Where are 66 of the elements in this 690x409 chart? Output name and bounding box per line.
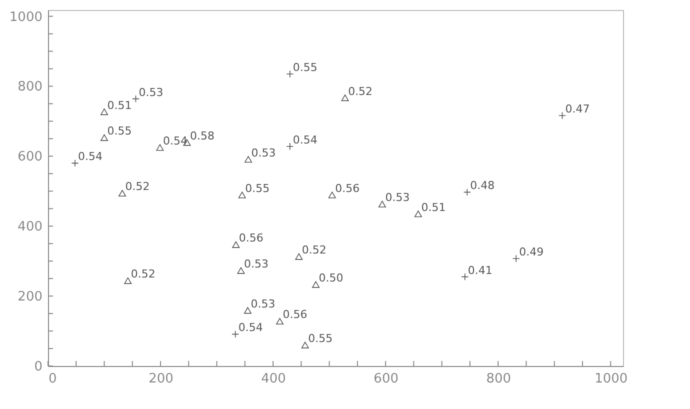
- x-tick-label: 800: [486, 372, 512, 386]
- annotation: 0.41: [468, 264, 492, 277]
- y-tick-label: 400: [18, 220, 42, 235]
- point: [512, 254, 520, 262]
- point: [341, 94, 349, 102]
- point: [276, 318, 284, 325]
- point: [378, 200, 386, 208]
- annotation: 0.55: [292, 60, 318, 74]
- annotation: 0.52: [130, 268, 156, 281]
- point: [124, 277, 132, 284]
- annotation: 0.50: [318, 272, 344, 285]
- annotation: 0.53: [244, 258, 268, 271]
- annotation: 0.49: [519, 246, 544, 259]
- annotation: 0.51: [107, 98, 132, 112]
- point: [238, 192, 246, 198]
- x-tick-label: 1000: [594, 372, 628, 386]
- annotation: 0.53: [138, 86, 164, 99]
- annotation: 0.55: [308, 332, 333, 346]
- point: [558, 112, 566, 120]
- annotation: 0.53: [250, 297, 276, 310]
- point: [461, 273, 469, 281]
- y-tick-label: 1000: [9, 10, 42, 25]
- annotation: 0.52: [302, 244, 326, 257]
- point: [156, 144, 164, 151]
- point: [312, 281, 320, 288]
- annotation: 0.58: [190, 130, 214, 143]
- annotation: 0.54: [238, 321, 263, 334]
- y-tick-label: 0: [34, 360, 42, 374]
- annotation: 0.48: [470, 179, 495, 192]
- point: [232, 330, 240, 338]
- y-tick-label: 200: [18, 290, 42, 305]
- point: [244, 156, 252, 163]
- point: [71, 159, 79, 167]
- annotation: 0.51: [421, 200, 446, 214]
- point: [100, 108, 108, 116]
- x-tick-label: 200: [148, 372, 174, 386]
- annotation: 0.52: [348, 84, 373, 98]
- annotation: 0.56: [238, 232, 264, 245]
- point: [286, 142, 294, 150]
- annotation: 0.47: [565, 102, 590, 116]
- annotation: 0.53: [251, 146, 276, 160]
- annotation: 0.54: [292, 133, 318, 146]
- y-tick-label: 800: [18, 80, 42, 95]
- point: [232, 241, 240, 248]
- annotation: 0.54: [78, 150, 103, 164]
- x-tick-label: 600: [374, 372, 398, 386]
- annotation: 0.52: [125, 180, 150, 194]
- point: [328, 192, 336, 198]
- point: [295, 253, 303, 260]
- point: [414, 210, 422, 218]
- annotation: 0.53: [385, 191, 410, 204]
- annotation: 0.56: [282, 308, 308, 322]
- point: [100, 134, 108, 141]
- point: [237, 267, 245, 274]
- x-tick-label: 0: [48, 372, 57, 386]
- x-tick-label: 400: [261, 372, 286, 386]
- point: [118, 190, 126, 197]
- annotation: 0.56: [335, 182, 360, 195]
- annotation: 0.55: [107, 124, 132, 138]
- annotation: 0.55: [245, 182, 270, 195]
- point: [244, 307, 252, 314]
- y-tick-label: 600: [18, 150, 42, 165]
- point: [132, 95, 140, 103]
- point: [463, 188, 471, 196]
- point: [301, 342, 309, 348]
- point: [286, 70, 294, 78]
